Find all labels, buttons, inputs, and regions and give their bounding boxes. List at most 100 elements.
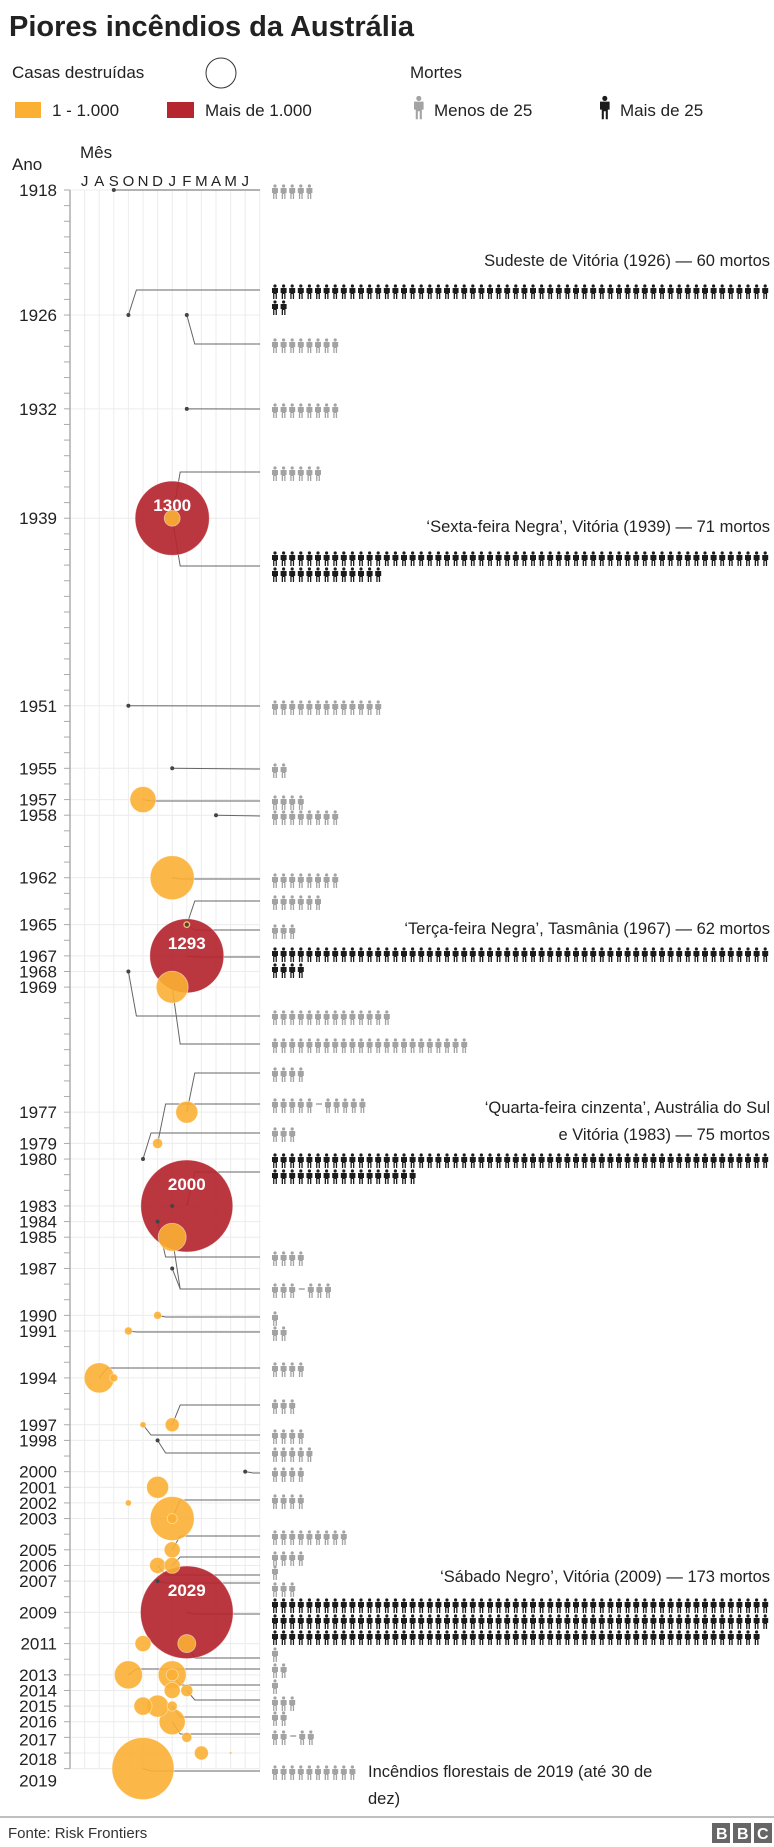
person-black-icon [745, 551, 751, 566]
person-grey-icon [435, 1038, 442, 1053]
person-head [368, 700, 372, 704]
person-body [547, 1634, 554, 1645]
person-head [686, 947, 690, 951]
bubble-small [163, 1541, 181, 1559]
person-black-icon [573, 947, 579, 962]
person-body [297, 1102, 304, 1113]
person-head [445, 1630, 449, 1634]
person-body [325, 1102, 331, 1113]
fire-dot [184, 922, 189, 927]
person-body [667, 1618, 674, 1629]
person-black-icon [693, 551, 700, 566]
person-black-icon [581, 284, 588, 299]
person-body [745, 1634, 751, 1645]
person-black-icon [392, 947, 399, 962]
person-head [300, 1730, 304, 1734]
person-head [273, 338, 277, 342]
person-body [349, 1014, 356, 1025]
legend-red-swatch [167, 102, 194, 118]
person-body [280, 1433, 287, 1444]
person-head [583, 284, 587, 288]
person-head [686, 1153, 690, 1157]
person-head [385, 1038, 389, 1042]
person-body [538, 555, 545, 566]
person-grey-icon [375, 1038, 382, 1053]
person-head [333, 1153, 337, 1157]
person-body [719, 951, 726, 962]
person-black-icon [306, 1614, 313, 1629]
person-head [282, 873, 286, 877]
person-head [299, 1494, 303, 1498]
person-body [555, 1157, 562, 1168]
annotation-text: dez) [368, 1790, 400, 1808]
person-black-icon [306, 1169, 313, 1184]
person-head [402, 1614, 406, 1618]
person-grey-icon [333, 1098, 340, 1113]
person-head [290, 551, 294, 555]
person-body [487, 1157, 493, 1168]
person-head [299, 338, 303, 342]
person-grey-icon [297, 1429, 304, 1444]
person-head [602, 95, 608, 101]
leader-line [98, 1367, 260, 1379]
person-head [325, 284, 329, 288]
person-body [332, 1534, 339, 1545]
person-head [479, 1153, 483, 1157]
person-head [273, 466, 277, 470]
person-black-icon [684, 1614, 691, 1629]
person-black-icon [495, 1598, 502, 1613]
person-body [280, 1700, 287, 1711]
person-head [755, 551, 759, 555]
person-head [368, 284, 372, 288]
person-black-icon [659, 284, 665, 299]
bubble-small [163, 509, 181, 527]
person-black-icon [332, 1169, 339, 1184]
person-black-icon [555, 947, 562, 962]
person-head [634, 551, 638, 555]
person-head [729, 284, 733, 288]
person-body [289, 571, 296, 582]
person-body [650, 1602, 657, 1613]
person-grey-icon [272, 1311, 278, 1326]
person-grey-icon [461, 1038, 468, 1053]
person-head [686, 1614, 690, 1618]
person-grey-icon [306, 1010, 313, 1025]
person-black-icon [383, 284, 390, 299]
person-body [358, 1602, 364, 1613]
person-head [273, 1362, 277, 1366]
person-head [694, 1630, 699, 1634]
person-body [272, 1403, 278, 1414]
person-body [444, 1618, 450, 1629]
person-body [340, 571, 347, 582]
person-body [349, 555, 356, 566]
person-black-icon [702, 1614, 708, 1629]
person-head [600, 947, 604, 951]
person-black-icon [745, 1598, 751, 1613]
person-black-icon [736, 1153, 743, 1168]
person-black-icon [495, 947, 502, 962]
person-body [375, 555, 382, 566]
person-body [727, 951, 734, 962]
person-head [677, 1630, 681, 1634]
person-black-icon [538, 551, 545, 566]
person-head [307, 466, 311, 470]
person-head [600, 284, 604, 288]
person-head [307, 338, 311, 342]
bubble-small [146, 1475, 169, 1499]
person-body [495, 1634, 502, 1645]
person-black-icon [392, 284, 399, 299]
person-head [368, 1038, 372, 1042]
person-body [297, 1255, 304, 1266]
person-body [280, 1715, 287, 1726]
year-tick-label: 2019 [19, 1772, 57, 1791]
person-body [693, 1157, 700, 1168]
person-head [565, 284, 570, 288]
person-black-icon [616, 1630, 622, 1645]
person-head [325, 1765, 329, 1769]
person-head [273, 1251, 277, 1255]
person-body [641, 1634, 648, 1645]
person-head [299, 1765, 303, 1769]
person-head [290, 1614, 294, 1618]
person-black-icon [521, 1614, 528, 1629]
person-grey-icon [272, 1283, 278, 1298]
